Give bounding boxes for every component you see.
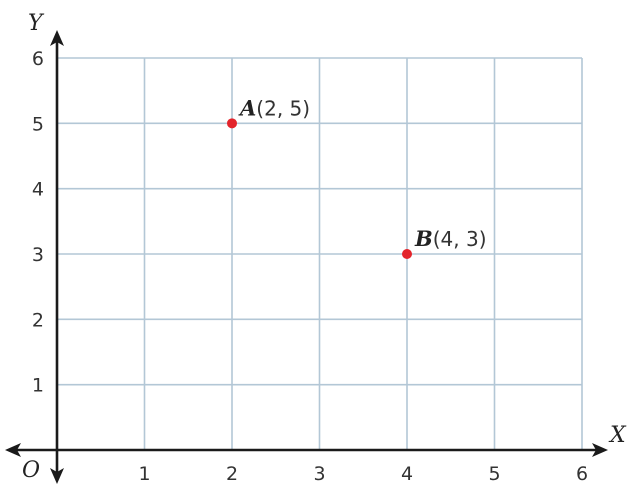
point-letter: B	[414, 226, 433, 251]
x-axis-arrow-left	[5, 443, 21, 457]
y-tick-label: 5	[32, 113, 44, 135]
data-points: A(2, 5) B(4, 3)	[227, 95, 487, 259]
point-b-marker	[402, 249, 412, 259]
point-coordinates: (2, 5)	[256, 96, 310, 120]
point-letter: A	[238, 95, 256, 120]
x-tick-label: 6	[576, 463, 588, 485]
y-tick-label: 3	[32, 244, 44, 266]
y-tick-label: 4	[32, 179, 44, 201]
x-tick-label: 3	[313, 463, 325, 485]
origin-label: O	[22, 458, 40, 483]
y-axis-arrow-down	[50, 468, 64, 484]
x-tick-label: 2	[226, 463, 238, 485]
tick-labels: 1 2 3 4 5 6 1 2 3 4 5 6	[32, 48, 588, 485]
x-tick-label: 1	[138, 463, 150, 485]
y-tick-label: 6	[32, 48, 44, 70]
point-a-label: A(2, 5)	[238, 95, 310, 120]
y-tick-label: 2	[32, 309, 44, 331]
x-axis-arrow-right	[592, 443, 608, 457]
point-coordinates: (4, 3)	[433, 227, 487, 251]
x-axis-label: X	[608, 423, 627, 448]
x-tick-label: 5	[488, 463, 500, 485]
axes	[5, 30, 608, 484]
point-a-marker	[227, 118, 237, 129]
y-axis-label: Y	[28, 11, 45, 36]
y-axis-arrow-up	[50, 30, 64, 46]
point-b-label: B(4, 3)	[414, 226, 487, 251]
y-tick-label: 1	[32, 375, 44, 397]
x-tick-label: 4	[401, 463, 413, 485]
grid	[57, 57, 583, 450]
